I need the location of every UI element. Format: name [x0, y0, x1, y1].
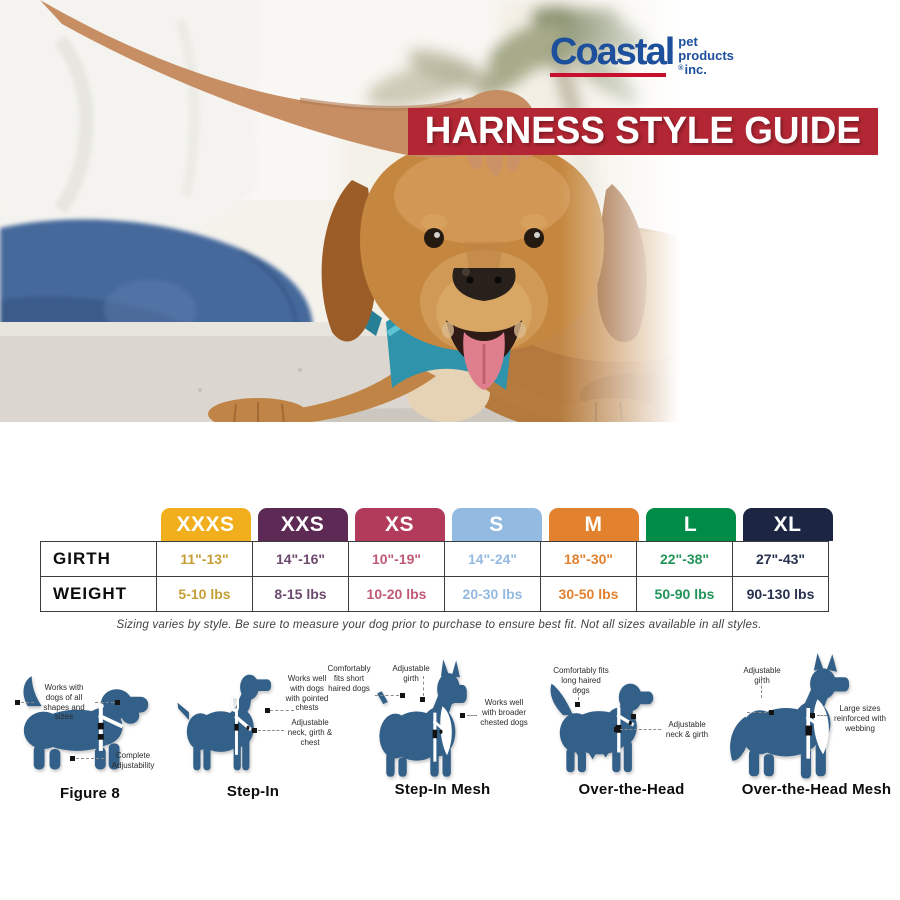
- marker-square: [252, 728, 257, 733]
- weight-row: WEIGHT 5-10 lbs 8-15 lbs 10-20 lbs 20-30…: [40, 576, 838, 612]
- overtheheadmesh-dog-illustration: [730, 653, 850, 779]
- annotation-stepinmesh-broad: Works well with broader chested dogs: [480, 698, 528, 727]
- marker-square: [70, 756, 75, 761]
- leader-dash: [95, 702, 114, 703]
- logo-sub-inc: inc.: [684, 62, 707, 78]
- weight-value-s: 20-30 lbs: [444, 576, 541, 612]
- leader-dash: [423, 676, 424, 696]
- title-banner: HARNESS STYLE GUIDE: [408, 108, 878, 155]
- leader-dash: [817, 715, 827, 716]
- size-chip-xs: XS: [354, 508, 445, 541]
- girth-value-xs: 10"-19": [348, 541, 445, 577]
- girth-value-l: 22"-38": [636, 541, 733, 577]
- marker-square: [460, 713, 465, 718]
- style-name-figure-8: Figure 8: [60, 785, 120, 802]
- coastal-logo: Coastal pet products ® inc.: [550, 33, 734, 77]
- annotation-oth-longhair: Comfortably fits long haired dogs: [553, 666, 609, 695]
- logo-brand-text: Coastal: [550, 31, 675, 73]
- girth-value-xxxs: 11"-13": [156, 541, 253, 577]
- marker-square: [265, 708, 270, 713]
- girth-value-xxs: 14"-16": [252, 541, 349, 577]
- style-card-over-the-head-mesh: Adjustable girth Large sizes reinforced …: [703, 648, 900, 805]
- logo-sub-pet: pet: [678, 34, 698, 49]
- weight-value-xxxs: 5-10 lbs: [156, 576, 253, 612]
- sizing-note: Sizing varies by style. Be sure to measu…: [116, 619, 762, 631]
- hero-photo: [0, 0, 690, 422]
- leader-dash: [620, 729, 661, 730]
- annotation-oth-adjust: Adjustable neck & girth: [665, 720, 709, 739]
- registered-mark: ®: [678, 65, 684, 73]
- girth-row-header: GIRTH: [40, 541, 157, 577]
- style-card-figure-8: Works with dogs of all shapes and sizes …: [10, 655, 170, 805]
- leader-dash: [375, 695, 399, 696]
- style-card-step-in: Works well with dogs with pointed chests…: [172, 650, 334, 805]
- size-chips-row: XXXS XXS XS S M L XL: [40, 507, 838, 541]
- stepin-dog-illustration: [177, 674, 272, 771]
- overthehead-dog-illustration: [550, 683, 654, 773]
- photo-right-fade: [560, 0, 690, 422]
- marker-square: [115, 700, 120, 705]
- size-chip-s: S: [451, 508, 542, 541]
- marker-square: [614, 727, 619, 732]
- girth-value-xl: 27"-43": [732, 541, 829, 577]
- weight-value-m: 30-50 lbs: [540, 576, 637, 612]
- marker-square: [400, 693, 405, 698]
- leader-dash: [304, 700, 305, 708]
- size-chip-m: M: [548, 508, 639, 541]
- style-name-over-the-head-mesh: Over-the-Head Mesh: [741, 781, 892, 798]
- logo-red-underline: [550, 73, 666, 77]
- annotation-othmesh-webbing: Large sizes reinforced with webbing: [833, 704, 887, 733]
- style-name-over-the-head: Over-the-Head: [578, 781, 685, 798]
- annotation-figure8-shapes: Works with dogs of all shapes and sizes: [43, 683, 85, 722]
- leader-dash: [747, 712, 767, 713]
- annotation-figure8-adjust: Complete Adjustability: [111, 751, 155, 770]
- leader-dash: [76, 758, 104, 759]
- marker-square: [769, 710, 774, 715]
- annotation-stepinmesh-shorthair: Comfortably fits short haired dogs: [327, 664, 371, 693]
- girth-value-s: 14"-24": [444, 541, 541, 577]
- style-card-step-in-mesh: Comfortably fits short haired dogs Adjus…: [325, 648, 550, 805]
- style-name-step-in: Step-In: [226, 783, 280, 800]
- marker-square: [631, 714, 636, 719]
- annotation-othmesh-girth: Adjustable girth: [743, 666, 781, 685]
- size-chip-xxxs: XXXS: [160, 508, 251, 541]
- girth-row: GIRTH 11"-13" 14"-16" 10"-19" 14"-24" 18…: [40, 541, 838, 577]
- leader-dash: [761, 676, 762, 698]
- size-chip-l: L: [645, 508, 736, 541]
- leader-dash: [467, 715, 477, 716]
- marker-square: [575, 702, 580, 707]
- leader-dash: [258, 730, 284, 731]
- girth-value-m: 18"-30": [540, 541, 637, 577]
- leader-dash: [21, 702, 34, 703]
- leader-dash: [270, 710, 294, 711]
- stepinmesh-dog-illustration: [377, 659, 467, 777]
- marker-square: [810, 713, 815, 718]
- weight-value-xl: 90-130 lbs: [732, 576, 829, 612]
- leader-dash: [578, 688, 579, 700]
- annotation-stepinmesh-girth: Adjustable girth: [392, 664, 430, 683]
- size-chip-xxs: XXS: [257, 508, 348, 541]
- weight-value-xxs: 8-15 lbs: [252, 576, 349, 612]
- figure8-dog-illustration: [23, 676, 149, 770]
- style-name-step-in-mesh: Step-In Mesh: [394, 781, 491, 798]
- weight-row-header: WEIGHT: [40, 576, 157, 612]
- size-chip-xl: XL: [742, 508, 833, 541]
- weight-value-l: 50-90 lbs: [636, 576, 733, 612]
- size-table: XXXS XXS XS S M L XL GIRTH 11"-13" 14"-1…: [40, 507, 838, 612]
- page-title: HARNESS STYLE GUIDE: [424, 110, 862, 152]
- logo-sub-products: products: [678, 47, 734, 63]
- weight-value-xs: 10-20 lbs: [348, 576, 445, 612]
- annotation-stepin-adjust: Adjustable neck, girth & chest: [287, 718, 333, 747]
- marker-square: [15, 700, 20, 705]
- annotation-stepin-chests: Works well with dogs with pointed chests: [285, 674, 329, 713]
- marker-square: [420, 697, 425, 702]
- style-card-over-the-head: Comfortably fits long haired dogs Adjust…: [528, 648, 715, 805]
